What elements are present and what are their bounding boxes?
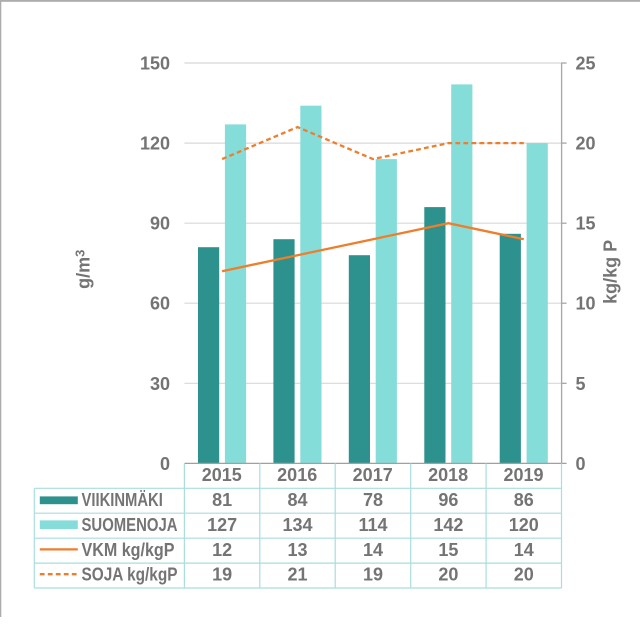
svg-text:81: 81 [212, 490, 232, 510]
svg-text:20: 20 [576, 134, 596, 154]
svg-text:15: 15 [438, 540, 458, 560]
svg-text:120: 120 [509, 515, 539, 535]
svg-text:114: 114 [358, 515, 387, 535]
svg-text:SOJA kg/kgP: SOJA kg/kgP [82, 565, 178, 585]
svg-text:21: 21 [287, 565, 307, 585]
svg-text:25: 25 [576, 54, 596, 74]
svg-text:15: 15 [576, 214, 596, 234]
svg-text:150: 150 [140, 54, 170, 74]
svg-text:20: 20 [438, 565, 458, 585]
svg-text:14: 14 [363, 540, 383, 560]
svg-text:60: 60 [150, 294, 170, 314]
svg-text:2017: 2017 [353, 465, 393, 485]
svg-text:30: 30 [150, 374, 170, 394]
svg-text:86: 86 [514, 490, 534, 510]
svg-text:2019: 2019 [503, 465, 543, 485]
svg-text:12: 12 [212, 540, 232, 560]
svg-text:VIIKINMÄKI: VIIKINMÄKI [82, 490, 163, 510]
svg-text:2018: 2018 [428, 465, 468, 485]
svg-text:90: 90 [150, 214, 170, 234]
svg-text:2015: 2015 [202, 465, 242, 485]
svg-text:0: 0 [160, 454, 170, 474]
svg-text:5: 5 [576, 374, 586, 394]
svg-text:19: 19 [212, 565, 232, 585]
svg-text:g/m3: g/m3 [73, 250, 94, 289]
svg-text:134: 134 [282, 515, 312, 535]
svg-text:14: 14 [514, 540, 534, 560]
svg-text:20: 20 [514, 565, 534, 585]
svg-text:78: 78 [363, 490, 383, 510]
svg-text:SUOMENOJA: SUOMENOJA [82, 515, 178, 535]
svg-text:0: 0 [576, 454, 586, 474]
svg-text:127: 127 [207, 515, 237, 535]
svg-text:VKM kg/kgP: VKM kg/kgP [82, 540, 175, 560]
svg-text:96: 96 [438, 490, 458, 510]
svg-text:kg/kg P: kg/kg P [601, 240, 621, 304]
svg-text:120: 120 [140, 134, 170, 154]
svg-text:142: 142 [433, 515, 463, 535]
svg-text:19: 19 [363, 565, 383, 585]
svg-text:13: 13 [287, 540, 307, 560]
svg-text:84: 84 [287, 490, 307, 510]
svg-text:2016: 2016 [277, 465, 317, 485]
svg-text:10: 10 [576, 294, 596, 314]
